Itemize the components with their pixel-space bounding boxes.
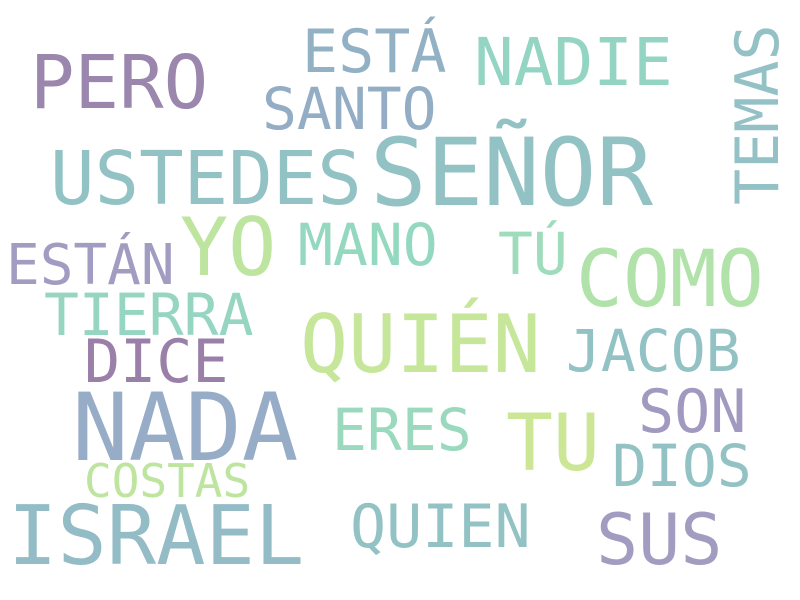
word-nadie: NADIE (474, 24, 673, 101)
word-ustedes: USTEDES (50, 136, 362, 222)
word-nada: NADA (72, 374, 299, 483)
word-israel: ISRAEL (8, 489, 305, 584)
word-son: SON (638, 377, 747, 447)
word-estan: ESTÁN (6, 233, 175, 298)
word-dios: DIOS (612, 432, 752, 500)
word-jacob: JACOB (566, 317, 741, 385)
word-tu-accent: TÚ (498, 220, 568, 288)
word-tierra: TIERRA (44, 281, 254, 349)
word-esta: ESTÁ (302, 17, 447, 87)
word-pero: PERO (30, 40, 209, 126)
word-sus: SUS (596, 499, 723, 581)
word-temas: TEMAS (723, 24, 793, 205)
word-costas: COSTAS (84, 454, 251, 508)
word-quien-accent: QUIÉN (300, 298, 541, 391)
word-santo: SANTO (262, 75, 437, 143)
word-tu: TU (506, 399, 600, 489)
word-eres: ERES (332, 396, 472, 464)
word-senor: SEÑOR (370, 119, 653, 228)
word-como: COMO (576, 235, 764, 325)
word-mano: MANO (298, 211, 438, 279)
word-quien: QUIEN (350, 492, 531, 562)
word-dice: DICE (84, 327, 229, 397)
word-yo: YO (180, 201, 277, 294)
